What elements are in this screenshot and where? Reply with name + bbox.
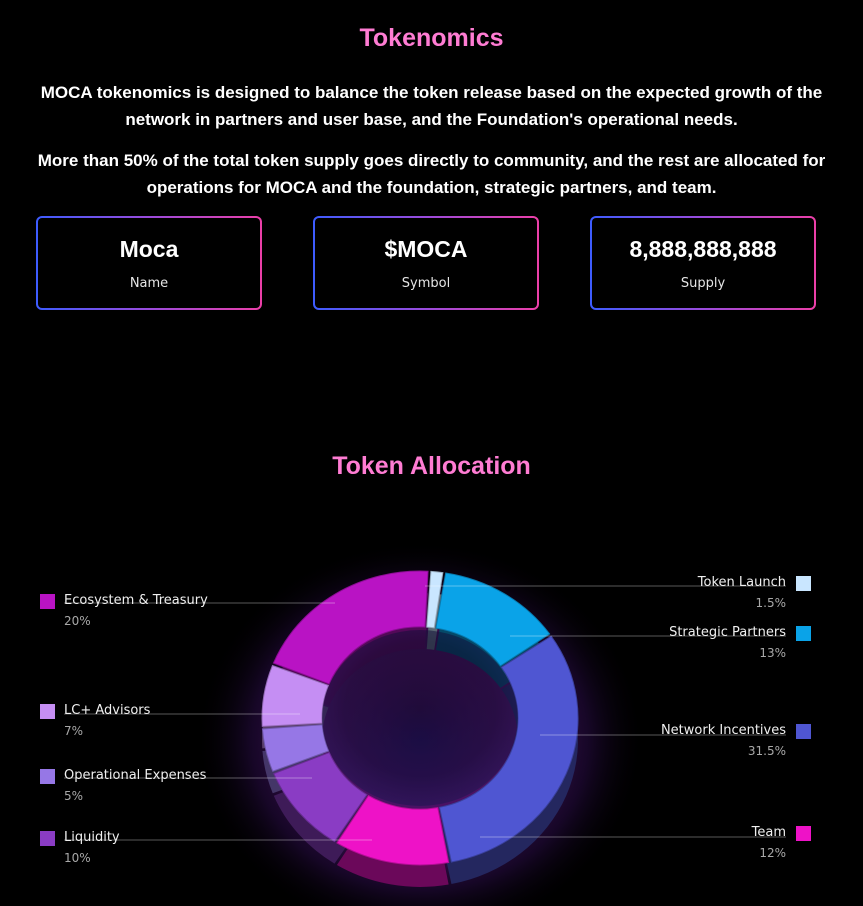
legend-label-team: Team [751,825,786,840]
token-symbol-label: Symbol [401,276,451,291]
legend-value-strategic-partners: 13% [759,646,786,660]
token-symbol-value: $MOCA [384,236,468,262]
legend-swatch-team [796,826,811,841]
legend-label-strategic-partners: Strategic Partners [669,625,786,640]
page-title: Tokenomics [359,24,504,52]
token-symbol-card: $MOCA Symbol [313,216,539,310]
token-name-value: Moca [119,236,179,262]
legend-value-operational-expenses: 5% [64,789,84,803]
token-supply-value: 8,888,888,888 [629,236,777,262]
legend-swatch-ecosystem-treasury [40,594,55,609]
legend-value-network-incentives: 31.5% [747,744,786,758]
leader-lines [64,585,786,841]
legend-swatch-strategic-partners [796,626,811,641]
token-name-label: Name [129,276,169,291]
legend-swatch-token-launch [796,576,811,591]
legend-value-team: 12% [759,846,786,860]
intro-paragraph-1: MOCA tokenomics is designed to balance t… [40,83,823,129]
token-supply-label: Supply [680,276,726,291]
donut-slices [261,570,579,866]
legend-label-liquidity: Liquidity [64,830,120,845]
allocation-title: Token Allocation [332,452,531,480]
slice-token-launch [426,570,444,629]
legend-swatch-network-incentives [796,724,811,739]
slice-operational-expenses [261,724,330,772]
legend-label-lc-advisors: LC+ Advisors [64,703,151,718]
slice-strategic-partners [435,572,551,667]
legend-value-lc-advisors: 7% [64,724,84,738]
token-name-card: Moca Name [36,216,262,310]
legend-swatch-liquidity [40,831,55,846]
legend-label-network-incentives: Network Incentives [660,723,786,738]
legend-value-liquidity: 10% [64,851,91,865]
donut-hole [322,630,518,806]
intro-paragraph-2: More than 50% of the total token supply … [37,151,826,197]
slice-team [336,794,450,866]
legend-value-token-launch: 1.5% [755,596,787,610]
legend-label-ecosystem-treasury: Ecosystem & Treasury [64,593,208,608]
legend-swatch-lc-advisors [40,704,55,719]
legend-swatch-operational-expenses [40,769,55,784]
legend-label-operational-expenses: Operational Expenses [64,768,207,783]
slice-liquidity [273,751,368,843]
slice-network-incentives [438,635,579,863]
legend-label-token-launch: Token Launch [697,575,786,590]
legend-value-ecosystem-treasury: 20% [64,614,91,628]
token-supply-card: 8,888,888,888 Supply [590,216,816,310]
slice-ecosystem-treasury [272,570,429,685]
